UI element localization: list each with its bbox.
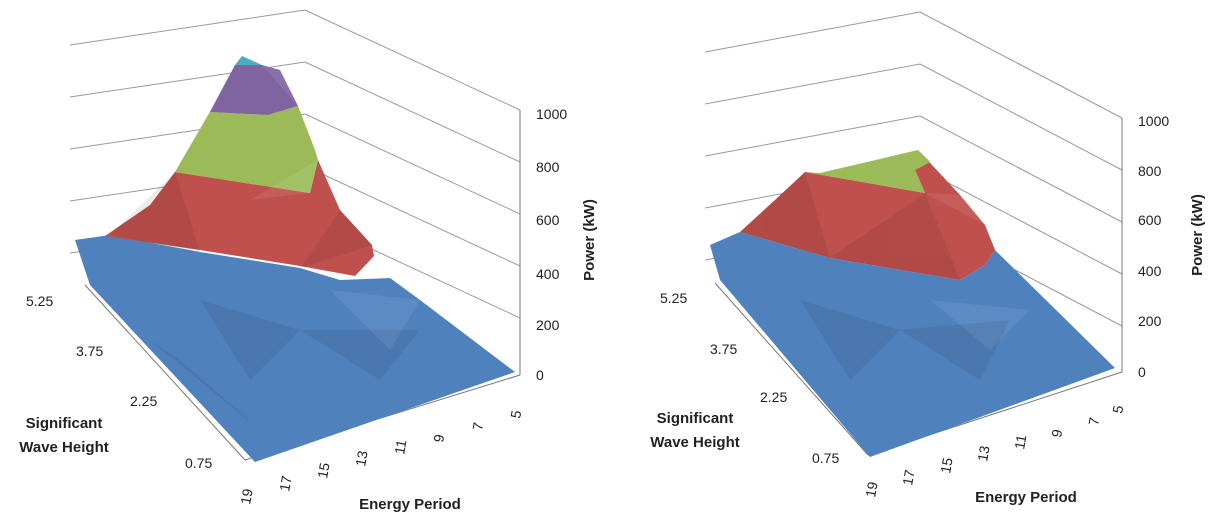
- y-axis-title: Significant Wave Height: [19, 415, 108, 456]
- x-axis-ticks: 19 17 15 13 11 9 7 5: [237, 409, 524, 506]
- back-wall-grid: [704, 11, 1123, 327]
- y-tick-label: 0.75: [812, 450, 839, 466]
- y-tick-label: 3.75: [76, 343, 103, 359]
- y-axis-ticks: 5.25 3.75 2.25 0.75: [26, 293, 212, 471]
- z-tick-label: 200: [1138, 313, 1162, 329]
- surface-band-600-800: [805, 150, 930, 193]
- x-tick-label: 17: [276, 474, 294, 492]
- x-tick-label: 13: [974, 444, 992, 462]
- x-tick-label: 13: [352, 449, 370, 467]
- z-axis-ticks: 0 200 400 600 800 1000: [1138, 113, 1169, 380]
- x-tick-label: 9: [1048, 428, 1065, 439]
- surface-band-0-400: [75, 235, 515, 462]
- x-tick-label: 5: [507, 409, 524, 420]
- z-tick-label: 1000: [536, 106, 567, 122]
- surface-band-0-400: [710, 232, 1115, 457]
- x-tick-label: 17: [899, 468, 917, 486]
- y-axis-title: Significant Wave Height: [650, 410, 739, 451]
- z-axis-title: Power (kW): [1189, 194, 1206, 276]
- y-tick-label: 5.25: [26, 293, 53, 309]
- z-tick-label: 800: [536, 159, 560, 175]
- surface-band-400-600: [740, 150, 995, 280]
- z-axis-ticks: 0 200 400 600 800 1000: [536, 106, 567, 383]
- x-tick-label: 15: [937, 456, 955, 474]
- z-tick-label: 600: [536, 212, 560, 228]
- y-axis-line: [714, 282, 869, 456]
- z-tick-label: 1000: [1138, 113, 1169, 129]
- surface-band-800-1000: [210, 65, 298, 115]
- x-axis-ticks: 19 17 15 13 11 9 7 5: [862, 404, 1126, 499]
- x-axis-title: Energy Period: [975, 489, 1077, 506]
- y-tick-label: 3.75: [710, 341, 737, 357]
- z-tick-label: 0: [1138, 364, 1146, 380]
- z-tick-label: 200: [536, 317, 560, 333]
- y-tick-label: 2.25: [760, 389, 787, 405]
- chart-right: 0 200 400 600 800 1000 Power (kW) 5.25 3…: [650, 11, 1206, 506]
- z-tick-label: 0: [536, 367, 544, 383]
- y-tick-label: 2.25: [130, 393, 157, 409]
- x-tick-label: 9: [430, 433, 447, 444]
- x-axis-title: Energy Period: [359, 496, 461, 513]
- x-tick-label: 7: [1085, 416, 1102, 427]
- x-tick-label: 7: [469, 421, 486, 432]
- x-tick-label: 5: [1109, 404, 1126, 415]
- z-axis-title: Power (kW): [581, 199, 598, 281]
- y-axis-ticks: 5.25 3.75 2.25 0.75: [660, 290, 839, 466]
- y-axis-line: [84, 284, 246, 461]
- z-tick-label: 400: [536, 266, 560, 282]
- x-tick-label: 15: [314, 461, 332, 479]
- chart-left: 0 200 400 600 800 1000 Power (kW) 5.25 3…: [19, 9, 598, 513]
- z-tick-label: 600: [1138, 212, 1162, 228]
- x-tick-label: 11: [391, 438, 409, 455]
- x-tick-label: 19: [862, 480, 880, 498]
- y-tick-label: 5.25: [660, 290, 687, 306]
- x-tick-label: 19: [237, 487, 255, 505]
- surface-band-400-600: [105, 160, 374, 276]
- z-tick-label: 400: [1138, 263, 1162, 279]
- z-tick-label: 800: [1138, 163, 1162, 179]
- surface-band-600-800: [175, 106, 318, 193]
- surface-band-peak: [235, 56, 262, 65]
- y-tick-label: 0.75: [185, 455, 212, 471]
- x-tick-label: 11: [1011, 433, 1029, 450]
